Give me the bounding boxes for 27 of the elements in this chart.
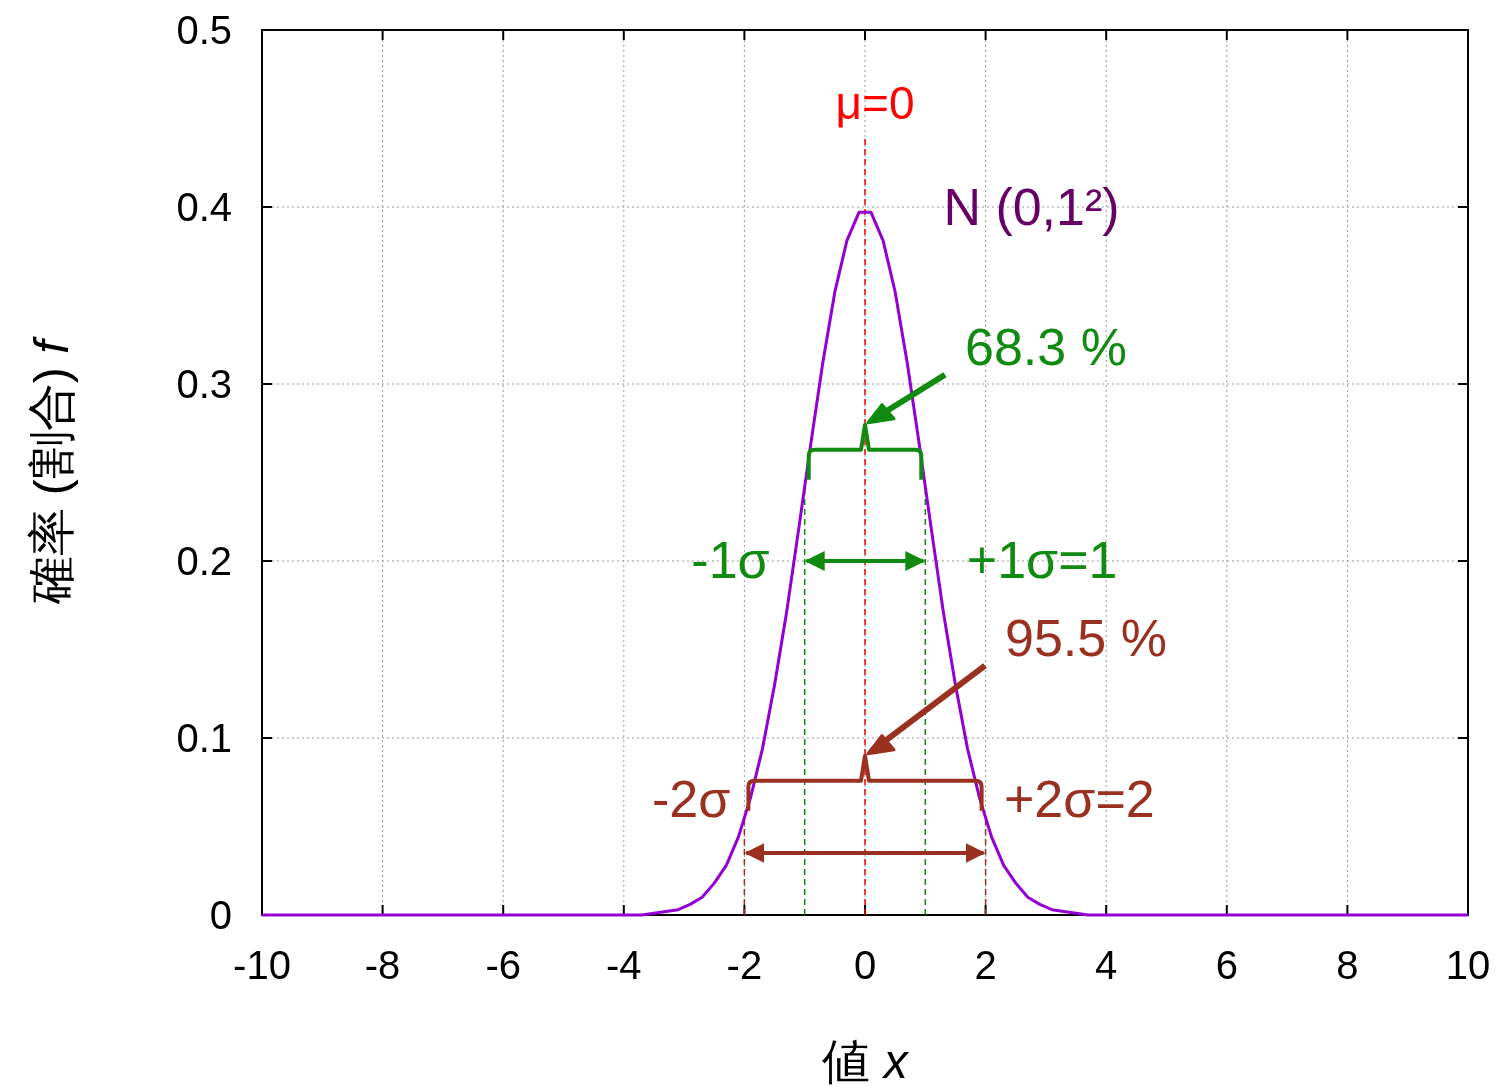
x-tick-label: 10 [1445,943,1491,987]
y-axis-title: 確率 (割合) f [25,335,78,606]
ref-line-label: -1σ [691,531,770,589]
x-tick-label: -4 [606,943,642,987]
x-tick-label: -2 [726,943,763,987]
ref-line-label: μ=0 [835,76,915,129]
ref-line-label: +1σ=1 [966,531,1118,589]
y-tick-label: 0.1 [176,716,232,760]
x-tick-label: 2 [974,943,997,987]
x-tick-label: 8 [1336,943,1359,987]
x-tick-label: 6 [1215,943,1238,987]
annotation: 68.3 % [965,317,1127,376]
x-tick-label: 4 [1095,943,1118,987]
x-tick-label: -10 [233,943,291,987]
y-tick-label: 0.2 [176,539,232,583]
x-tick-label: -8 [364,943,401,987]
x-tick-label: 0 [853,943,877,987]
ref-line-label: -2σ [652,769,731,828]
x-axis-title: 値 x [822,1035,910,1086]
series-label: N (0,1²) [943,177,1120,236]
y-tick-label: 0.3 [176,362,232,406]
annotation: 95.5 % [1005,608,1167,667]
y-tick-label: 0.5 [176,8,232,52]
y-tick-label: 0 [209,893,232,937]
x-tick-label: -6 [485,943,521,987]
ref-line-label: +2σ=2 [1004,769,1155,828]
y-tick-label: 0.4 [176,185,232,229]
